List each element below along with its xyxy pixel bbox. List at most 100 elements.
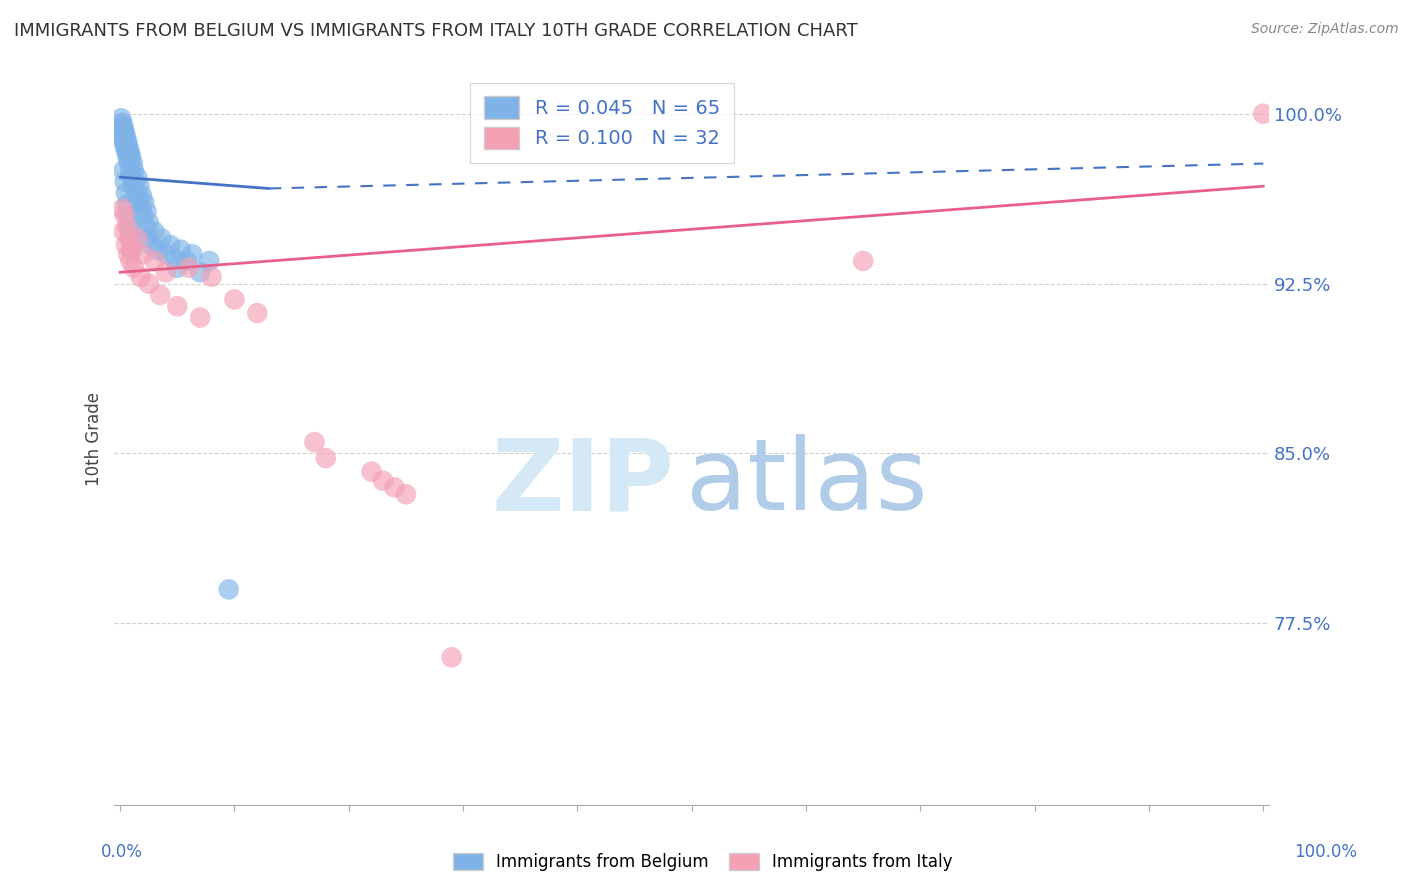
- Point: [143, 254, 166, 268]
- Point: [134, 219, 156, 234]
- Legend: Immigrants from Belgium, Immigrants from Italy: Immigrants from Belgium, Immigrants from…: [444, 845, 962, 880]
- Point: [112, 120, 135, 135]
- Point: [200, 269, 222, 284]
- Point: [115, 186, 138, 200]
- Point: [122, 163, 145, 178]
- Point: [115, 134, 138, 148]
- Point: [188, 265, 211, 279]
- Point: [224, 293, 246, 307]
- Point: [149, 288, 172, 302]
- Text: atlas: atlas: [686, 434, 928, 531]
- Point: [120, 147, 142, 161]
- Point: [121, 243, 143, 257]
- Point: [117, 152, 139, 166]
- Point: [129, 202, 152, 216]
- Point: [120, 254, 142, 268]
- Point: [121, 179, 143, 194]
- Point: [118, 231, 141, 245]
- Point: [371, 474, 394, 488]
- Point: [118, 219, 141, 234]
- Point: [121, 170, 143, 185]
- Point: [315, 450, 337, 465]
- Point: [198, 254, 221, 268]
- Point: [114, 209, 136, 223]
- Point: [112, 134, 135, 148]
- Point: [138, 277, 160, 291]
- Point: [114, 125, 136, 139]
- Point: [117, 145, 139, 160]
- Point: [122, 260, 145, 275]
- Point: [159, 238, 181, 252]
- Point: [138, 215, 160, 229]
- Point: [110, 118, 132, 132]
- Point: [115, 197, 138, 211]
- Point: [117, 138, 139, 153]
- Point: [128, 179, 150, 194]
- Point: [115, 141, 138, 155]
- Point: [170, 243, 193, 257]
- Point: [129, 269, 152, 284]
- Point: [115, 136, 138, 151]
- Point: [111, 129, 134, 144]
- Point: [166, 260, 188, 275]
- Point: [127, 170, 149, 185]
- Point: [115, 143, 138, 157]
- Text: IMMIGRANTS FROM BELGIUM VS IMMIGRANTS FROM ITALY 10TH GRADE CORRELATION CHART: IMMIGRANTS FROM BELGIUM VS IMMIGRANTS FR…: [14, 22, 858, 40]
- Point: [132, 209, 155, 223]
- Point: [111, 202, 134, 216]
- Point: [114, 138, 136, 153]
- Point: [124, 175, 146, 189]
- Point: [112, 225, 135, 239]
- Point: [155, 247, 177, 261]
- Point: [440, 650, 463, 665]
- Point: [131, 188, 153, 202]
- Point: [395, 487, 418, 501]
- Point: [111, 122, 134, 136]
- Point: [112, 127, 135, 141]
- Y-axis label: 10th Grade: 10th Grade: [86, 392, 103, 486]
- Point: [188, 310, 211, 325]
- Point: [163, 252, 186, 266]
- Point: [246, 306, 269, 320]
- Point: [134, 195, 156, 210]
- Legend: R = 0.045   N = 65, R = 0.100   N = 32: R = 0.045 N = 65, R = 0.100 N = 32: [471, 83, 734, 162]
- Point: [120, 163, 142, 178]
- Point: [360, 465, 382, 479]
- Text: 0.0%: 0.0%: [101, 843, 143, 861]
- Point: [117, 247, 139, 261]
- Point: [127, 231, 149, 245]
- Point: [115, 219, 138, 234]
- Point: [136, 231, 159, 245]
- Point: [852, 254, 875, 268]
- Point: [135, 204, 157, 219]
- Point: [118, 156, 141, 170]
- Point: [143, 225, 166, 239]
- Point: [120, 231, 142, 245]
- Point: [112, 163, 135, 178]
- Point: [114, 175, 136, 189]
- Point: [1251, 107, 1274, 121]
- Point: [218, 582, 240, 597]
- Point: [121, 243, 143, 257]
- Point: [125, 186, 148, 200]
- Point: [139, 238, 162, 252]
- Point: [115, 147, 138, 161]
- Point: [181, 247, 204, 261]
- Point: [155, 265, 177, 279]
- Point: [115, 129, 138, 144]
- Point: [304, 435, 326, 450]
- Point: [166, 299, 188, 313]
- Point: [176, 254, 198, 268]
- Point: [114, 131, 136, 145]
- Point: [110, 112, 132, 126]
- Point: [132, 247, 155, 261]
- Point: [111, 116, 134, 130]
- Text: 100.0%: 100.0%: [1294, 843, 1357, 861]
- Point: [177, 260, 200, 275]
- Point: [384, 480, 406, 494]
- Point: [127, 193, 149, 207]
- Point: [121, 156, 143, 170]
- Point: [146, 243, 169, 257]
- Point: [118, 143, 141, 157]
- Point: [110, 125, 132, 139]
